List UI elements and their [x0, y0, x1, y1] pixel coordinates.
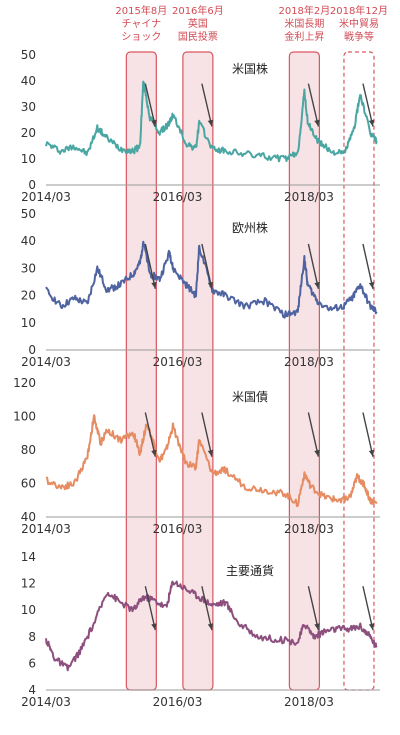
series-line	[45, 240, 378, 319]
x-tick-label: 2018/03	[284, 522, 334, 536]
y-tick-label: 12	[21, 577, 36, 591]
arrow-head	[151, 119, 157, 127]
y-tick-label: 50	[21, 207, 36, 221]
arrow-head	[207, 449, 214, 457]
arrow-head	[207, 119, 214, 127]
y-tick-label: 100	[13, 410, 36, 424]
x-tick-label: 2014/03	[21, 190, 71, 204]
x-tick-label: 2016/03	[153, 522, 203, 536]
event-label-1-line-1: 2015年8月	[115, 4, 167, 17]
panel-3: 40 60 80 100 120 2014/03 2016/03 2018/03 米国債	[13, 376, 380, 536]
y-tick-label: 6	[28, 656, 36, 670]
event-label-4-line-3: 戦争等	[344, 30, 374, 43]
x-tick-label: 2018/03	[284, 695, 334, 709]
y-tick-label: 30	[21, 100, 36, 114]
arrow-line	[362, 243, 374, 289]
arrow-line	[144, 586, 157, 631]
y-tick-label: 20	[21, 126, 36, 140]
panel-4: 4 6 8 10 12 14 2014/03 2016/03 2018/03 主要通貨	[21, 550, 380, 709]
y-tick-label: 80	[21, 443, 36, 457]
arrow-head	[207, 623, 214, 631]
event-label-3-line-2: 米国長期	[284, 17, 324, 30]
y-tick-label: 40	[21, 234, 36, 248]
y-tick-label: 10	[21, 603, 36, 617]
y-tick-label: 0	[28, 343, 36, 357]
arrow-head	[368, 281, 375, 289]
event-label-2-line-1: 2016年6月	[172, 4, 224, 17]
event-band-1	[125, 51, 157, 691]
arrow-line	[362, 586, 374, 631]
event-band-2	[182, 51, 214, 691]
y-tick-label: 40	[21, 510, 36, 524]
event-label-2-line-2: 英国	[188, 17, 208, 30]
arrow-head	[151, 449, 157, 457]
x-tick-label: 2016/03	[153, 355, 203, 369]
arrow-line	[307, 586, 320, 631]
arrow-head	[314, 119, 320, 127]
event-label-1-line-3: ショック	[121, 31, 161, 43]
arrow-head	[368, 623, 375, 631]
panel-title: 欧州株	[232, 220, 268, 235]
y-tick-label: 40	[21, 74, 36, 88]
event-label-4-line-1: 2018年12月	[330, 4, 388, 17]
y-tick-label: 50	[21, 48, 36, 62]
arrow-line	[144, 412, 157, 457]
event-label-2-line-3: 国民投票	[178, 30, 218, 43]
x-tick-label: 2014/03	[21, 695, 71, 709]
event-band-3	[288, 51, 320, 691]
arrow-line	[201, 83, 213, 127]
event-label-4-line-2: 米中貿易	[339, 17, 379, 30]
arrow-line	[307, 243, 320, 289]
panel-title: 米国債	[232, 389, 268, 404]
arrow-line	[201, 586, 213, 631]
series-line	[45, 80, 378, 163]
panel-1: 0 10 20 30 40 50 2014/03 2016/03 2018/03 米国株	[21, 48, 380, 204]
arrow-line	[362, 412, 374, 457]
y-tick-label: 0	[28, 178, 36, 192]
arrow-line	[307, 412, 320, 457]
panel-title: 米国株	[232, 61, 268, 76]
y-tick-label: 30	[21, 261, 36, 275]
arrow-head	[207, 281, 214, 289]
panel-title: 主要通貨	[226, 563, 274, 578]
y-tick-label: 10	[21, 152, 36, 166]
y-tick-label: 8	[28, 630, 36, 644]
arrow-line	[144, 83, 157, 127]
y-tick-label: 20	[21, 289, 36, 303]
arrow-head	[314, 281, 320, 289]
arrow-head	[151, 281, 157, 289]
arrow-line	[362, 83, 374, 127]
x-tick-label: 2018/03	[284, 190, 334, 204]
event-label-1-line-2: チャイナ	[121, 18, 161, 30]
y-tick-label: 10	[21, 316, 36, 330]
x-tick-label: 2014/03	[21, 355, 71, 369]
arrow-line	[201, 243, 213, 289]
x-tick-label: 2016/03	[153, 695, 203, 709]
series-line	[45, 414, 378, 508]
arrow-head	[314, 449, 320, 457]
arrow-line	[307, 83, 320, 127]
panel-2: 0 10 20 30 40 50 2014/03 2016/03 2018/03 欧州株	[21, 207, 380, 369]
arrow-head	[314, 623, 320, 631]
event-label-3-line-3: 金利上昇	[284, 30, 324, 43]
arrow-line	[144, 243, 157, 289]
event-bands	[125, 51, 375, 691]
event-band-4	[343, 51, 375, 691]
x-tick-label: 2014/03	[21, 522, 71, 536]
y-tick-label: 14	[21, 550, 36, 564]
arrow-head	[151, 623, 157, 631]
event-label-3-line-1: 2018年2月	[278, 4, 330, 17]
arrow-head	[368, 119, 375, 127]
y-tick-label: 120	[13, 376, 36, 390]
arrow-head	[368, 449, 375, 457]
y-tick-label: 4	[28, 683, 36, 697]
y-tick-label: 60	[21, 477, 36, 491]
x-tick-label: 2018/03	[284, 355, 334, 369]
arrow-line	[201, 412, 213, 457]
x-tick-label: 2016/03	[153, 190, 203, 204]
